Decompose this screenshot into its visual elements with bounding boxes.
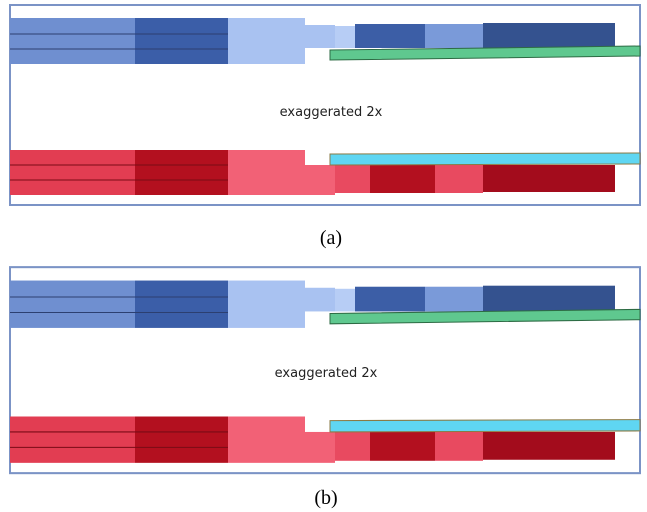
annotation: exaggerated 2x: [275, 366, 378, 381]
panel-label: (b): [314, 487, 337, 509]
annotation: exaggerated 2x: [280, 105, 383, 120]
panel-label: (a): [320, 227, 342, 249]
figure: exaggerated 2x (a) exaggerated 2x (b): [0, 0, 647, 512]
